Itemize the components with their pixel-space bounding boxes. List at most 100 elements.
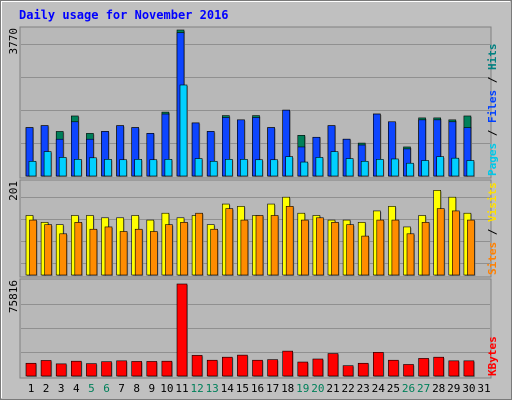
bar-sites [29, 219, 37, 276]
x-tick-label: 3 [58, 382, 65, 395]
x-tick-label: 4 [73, 382, 80, 395]
y-max-label-middle: 201 [7, 181, 20, 201]
bar-sites [316, 217, 324, 276]
bar-kbytes [372, 352, 384, 377]
bar-pages [360, 160, 369, 177]
bar-pages [270, 159, 278, 177]
bar-pages [451, 157, 460, 177]
bar-kbytes [161, 360, 173, 377]
bar-sites [165, 224, 173, 276]
x-tick-label: 19 [296, 382, 309, 395]
legend-pages: Pages [486, 143, 499, 176]
bar-kbytes [312, 358, 324, 377]
bar-sites [391, 219, 400, 276]
bar-pages [194, 158, 203, 177]
x-tick-label: 31 [477, 382, 490, 395]
bar-pages [149, 159, 158, 177]
bar-kbytes [146, 361, 158, 377]
bar-kbytes [448, 360, 460, 377]
bar-kbytes [101, 361, 112, 377]
x-tick-label: 27 [417, 382, 430, 395]
bar-pages [391, 158, 399, 177]
legend-top: Pages / Files / Hits [486, 44, 499, 177]
bar-kbytes [418, 358, 429, 377]
bar-kbytes [176, 283, 188, 377]
x-tick-label: 24 [372, 382, 386, 395]
bar-kbytes [55, 363, 67, 377]
bar-sites [436, 208, 445, 276]
legend-visits: Visits [486, 182, 499, 222]
bar-pages [119, 159, 127, 177]
bar-sites [361, 235, 370, 276]
x-axis-labels: 1 2 3 4 5 6 7 8 9 10 11 12 13 14 15 16 17 18 19 20 21 22 23 24 2… [28, 382, 491, 395]
bar-pages [58, 157, 67, 177]
bar-kbytes [297, 361, 309, 377]
legend-separator: / [486, 70, 499, 90]
x-tick-label: 21 [326, 382, 339, 395]
bar-sites [210, 228, 218, 276]
bar-layer [25, 29, 476, 377]
legend-middle: Sites / Visits [486, 182, 499, 275]
bar-sites [44, 224, 52, 276]
bar-kbytes [327, 353, 339, 377]
bar-sites [104, 226, 113, 276]
bar-sites [331, 222, 339, 276]
x-tick-label: 9 [148, 382, 155, 395]
bar-kbytes [357, 362, 369, 377]
bar-pages [255, 159, 263, 177]
y-max-label-top: 3770 [7, 28, 20, 55]
bar-sites [180, 222, 188, 276]
x-tick-label: 14 [221, 382, 235, 395]
bar-pages [315, 157, 324, 177]
bar-pages [43, 151, 52, 177]
bar-sites [376, 219, 385, 276]
bar-kbytes [463, 360, 475, 377]
bar-kbytes [206, 359, 218, 377]
x-tick-label: 1 [28, 382, 35, 395]
bar-pages [375, 159, 384, 177]
bar-pages [285, 156, 294, 177]
bar-sites [255, 215, 264, 276]
bar-sites [270, 215, 279, 276]
bar-pages [436, 156, 445, 177]
legend-kbytes: KBytes [486, 336, 499, 376]
legend-files: Files [486, 90, 499, 123]
bar-kbytes [40, 360, 52, 377]
bar-kbytes [433, 356, 445, 377]
bar-pages [74, 159, 82, 177]
legend-separator: / [486, 123, 499, 143]
x-tick-label: 15 [236, 382, 249, 395]
x-tick-label: 26 [402, 382, 415, 395]
bar-sites [150, 231, 158, 276]
x-tick-label: 30 [462, 382, 475, 395]
x-tick-label: 23 [357, 382, 370, 395]
bar-sites [406, 233, 415, 276]
bar-pages [164, 159, 173, 177]
bar-sites [89, 228, 98, 276]
bar-sites [195, 212, 203, 276]
bar-kbytes [71, 360, 82, 377]
bar-pages [134, 159, 142, 177]
bar-kbytes [282, 350, 294, 377]
chart-title: Daily usage for November 2016 [19, 8, 229, 22]
bar-pages [421, 160, 429, 177]
bar-pages [466, 160, 475, 177]
bar-kbytes [222, 356, 233, 377]
bar-kbytes [25, 362, 37, 377]
bar-pages [406, 162, 414, 177]
x-tick-label: 13 [206, 382, 219, 395]
bar-pages [330, 151, 339, 177]
bar-kbytes [86, 363, 97, 377]
bar-kbytes [388, 359, 399, 377]
x-tick-label: 29 [447, 382, 460, 395]
bar-kbytes [131, 361, 142, 377]
x-tick-label: 2 [43, 382, 50, 395]
bar-pages [209, 160, 218, 177]
bar-pages [240, 159, 248, 177]
legend-bottom: KBytes [486, 336, 499, 376]
bar-pages [300, 161, 309, 177]
x-tick-label: 16 [251, 382, 264, 395]
legend-separator: / [486, 222, 499, 242]
bar-sites [421, 222, 430, 276]
